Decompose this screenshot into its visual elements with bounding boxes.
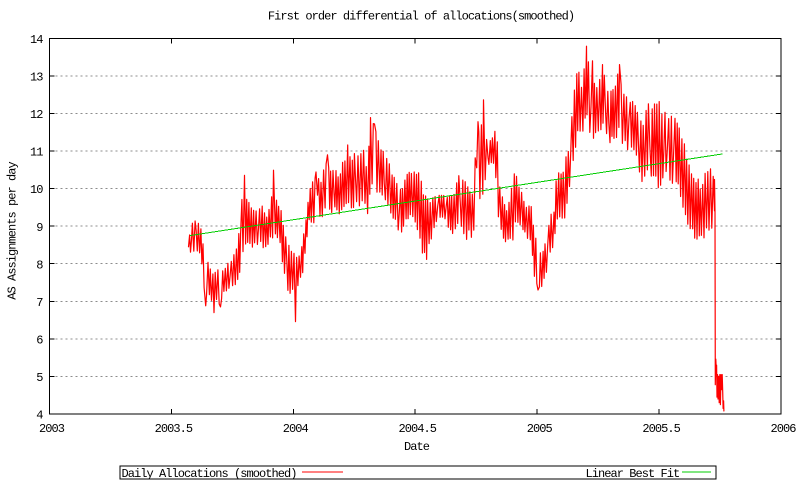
svg-text:AS Assignments per day: AS Assignments per day [6, 161, 20, 299]
svg-text:4: 4 [36, 409, 43, 423]
svg-text:2003.5: 2003.5 [155, 422, 193, 436]
svg-text:8: 8 [36, 258, 43, 272]
svg-text:6: 6 [36, 334, 43, 348]
svg-text:Linear Best Fit: Linear Best Fit [586, 467, 680, 480]
svg-text:2005.5: 2005.5 [642, 422, 680, 436]
svg-text:2005: 2005 [527, 422, 553, 436]
svg-text:9: 9 [36, 221, 43, 235]
svg-text:14: 14 [30, 33, 43, 47]
svg-text:12: 12 [30, 108, 43, 122]
svg-text:Date: Date [404, 440, 430, 454]
svg-text:10: 10 [30, 183, 43, 197]
svg-text:2003: 2003 [39, 422, 65, 436]
svg-text:11: 11 [30, 146, 43, 160]
svg-text:First order differential of al: First order differential of allocations(… [268, 10, 574, 24]
svg-text:2006: 2006 [770, 422, 796, 436]
svg-text:13: 13 [30, 71, 43, 85]
svg-text:2004: 2004 [283, 422, 309, 436]
svg-text:2004.5: 2004.5 [398, 422, 436, 436]
svg-text:5: 5 [36, 371, 43, 385]
svg-text:7: 7 [36, 296, 43, 310]
svg-text:Daily Allocations (smoothed): Daily Allocations (smoothed) [122, 467, 297, 480]
